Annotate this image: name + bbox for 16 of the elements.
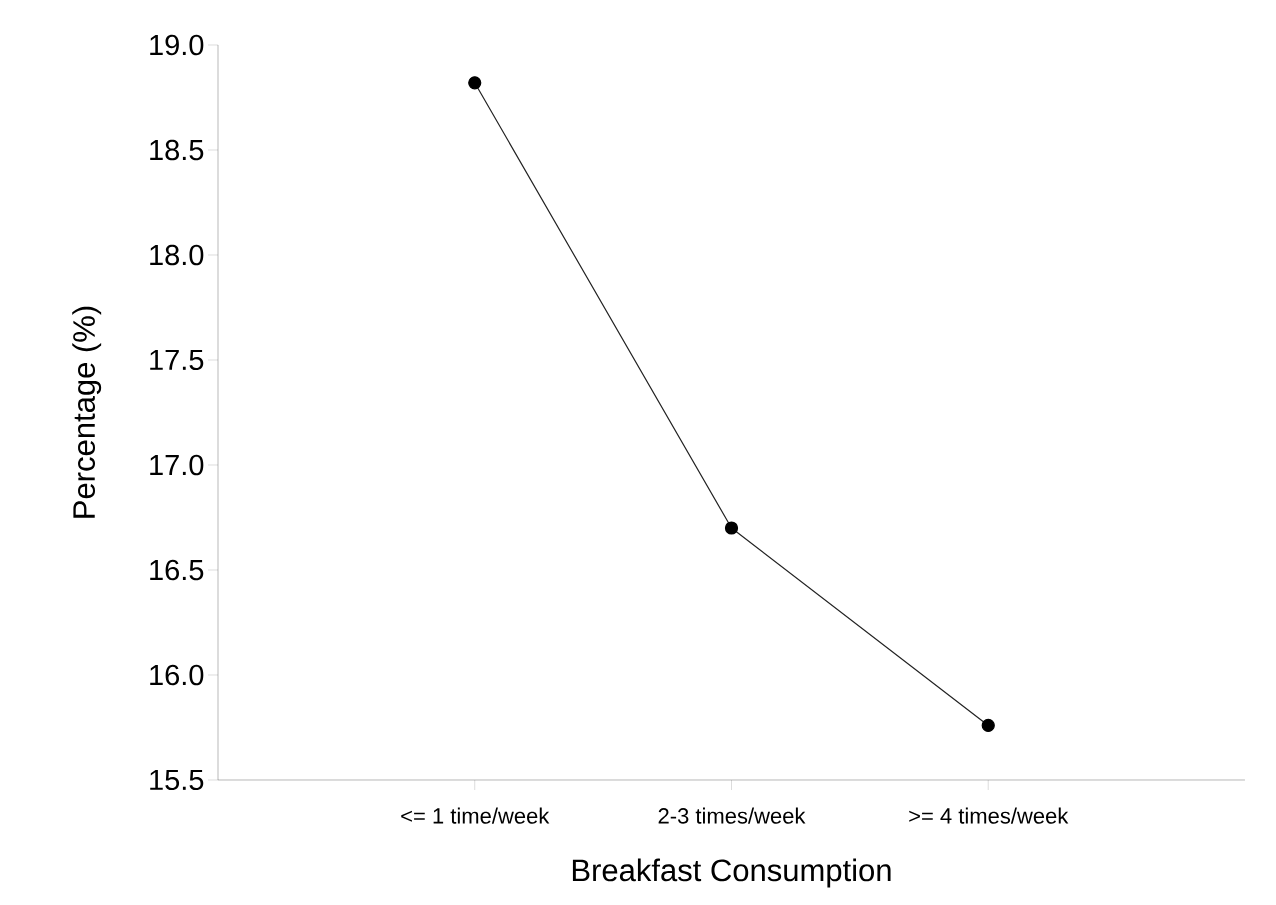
- point: [468, 76, 482, 90]
- y-tick-label: 16.5: [150, 559, 204, 581]
- x-tick-label: >= 4 times/week: [909, 807, 1069, 824]
- y-tick-label: 19.0: [150, 34, 204, 56]
- point: [981, 718, 995, 732]
- point: [724, 521, 739, 535]
- y-tick-label: 16.0: [150, 664, 204, 686]
- x-tick-label: 2-3 times/week: [658, 807, 806, 824]
- x-tick-label: <= 1 time/week: [401, 807, 550, 824]
- y-axis-title: Percentage (%): [72, 306, 102, 518]
- x-axis-title: Breakfast Consumption: [572, 858, 891, 888]
- y-tick-label: 17.0: [150, 454, 204, 476]
- y-tick-label: 18.0: [150, 244, 204, 266]
- y-tick-label: 17.5: [150, 349, 204, 371]
- y-tick-label: 15.5: [150, 769, 204, 791]
- y-tick-label: 18.5: [150, 139, 204, 161]
